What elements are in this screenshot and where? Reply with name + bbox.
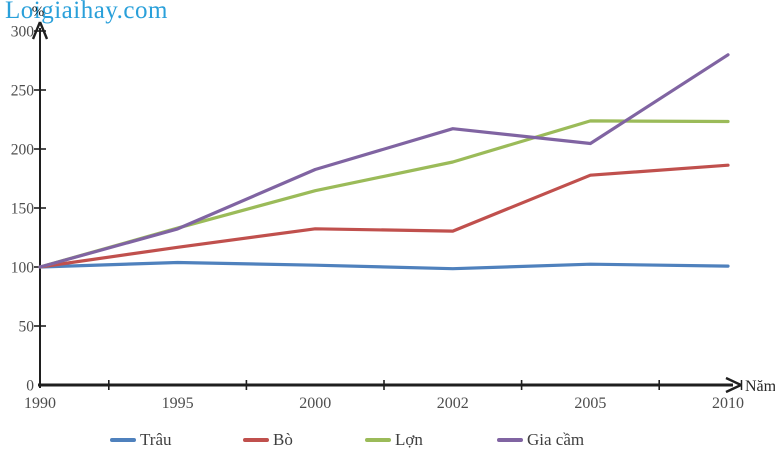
y-tick-label: 50 xyxy=(19,319,35,336)
y-tick-label: 250 xyxy=(11,83,35,100)
y-tick-label: 100 xyxy=(11,260,35,277)
watermark-loigiaihay: Loigiaihay.com xyxy=(5,0,168,24)
x-tick-label: 1990 xyxy=(24,395,56,412)
legend-item-trau: Trâu xyxy=(110,429,172,451)
y-tick-label: 0 xyxy=(26,378,34,395)
trau-line-swatch xyxy=(110,438,136,442)
x-axis-unit-label: Năm xyxy=(745,378,775,395)
series-line-trâu xyxy=(38,260,730,271)
x-tick-label: 2000 xyxy=(299,395,331,412)
x-tick-label: 2005 xyxy=(574,395,606,412)
chart-legend: Trâu Bò Lợn Gia cầm xyxy=(0,429,775,453)
legend-label-trau: Trâu xyxy=(140,430,172,449)
x-tick-label: 1995 xyxy=(162,395,194,412)
series-line-lợn xyxy=(38,119,730,269)
y-tick-label: 150 xyxy=(11,201,35,218)
legend-item-lon: Lợn xyxy=(365,429,423,451)
legend-label-lon: Lợn xyxy=(395,430,423,449)
x-tick-label: 2010 xyxy=(712,395,744,412)
x-tick-label: 2002 xyxy=(437,395,469,412)
lon-line-swatch xyxy=(365,438,391,442)
series-line-bò xyxy=(38,163,730,269)
bo-line-swatch xyxy=(243,438,269,442)
legend-item-giacam: Gia cầm xyxy=(497,429,584,451)
legend-item-bo: Bò xyxy=(243,429,293,451)
legend-label-bo: Bò xyxy=(273,430,293,449)
y-tick-label: 200 xyxy=(11,142,35,159)
y-axis-unit-label: % xyxy=(32,4,45,20)
series-line-gia-cầm xyxy=(38,53,730,269)
legend-label-giacam: Gia cầm xyxy=(527,430,585,449)
giacam-line-swatch xyxy=(497,438,523,442)
y-tick-label: 300 xyxy=(11,24,35,41)
x-axis-arrow-icon xyxy=(725,376,742,394)
